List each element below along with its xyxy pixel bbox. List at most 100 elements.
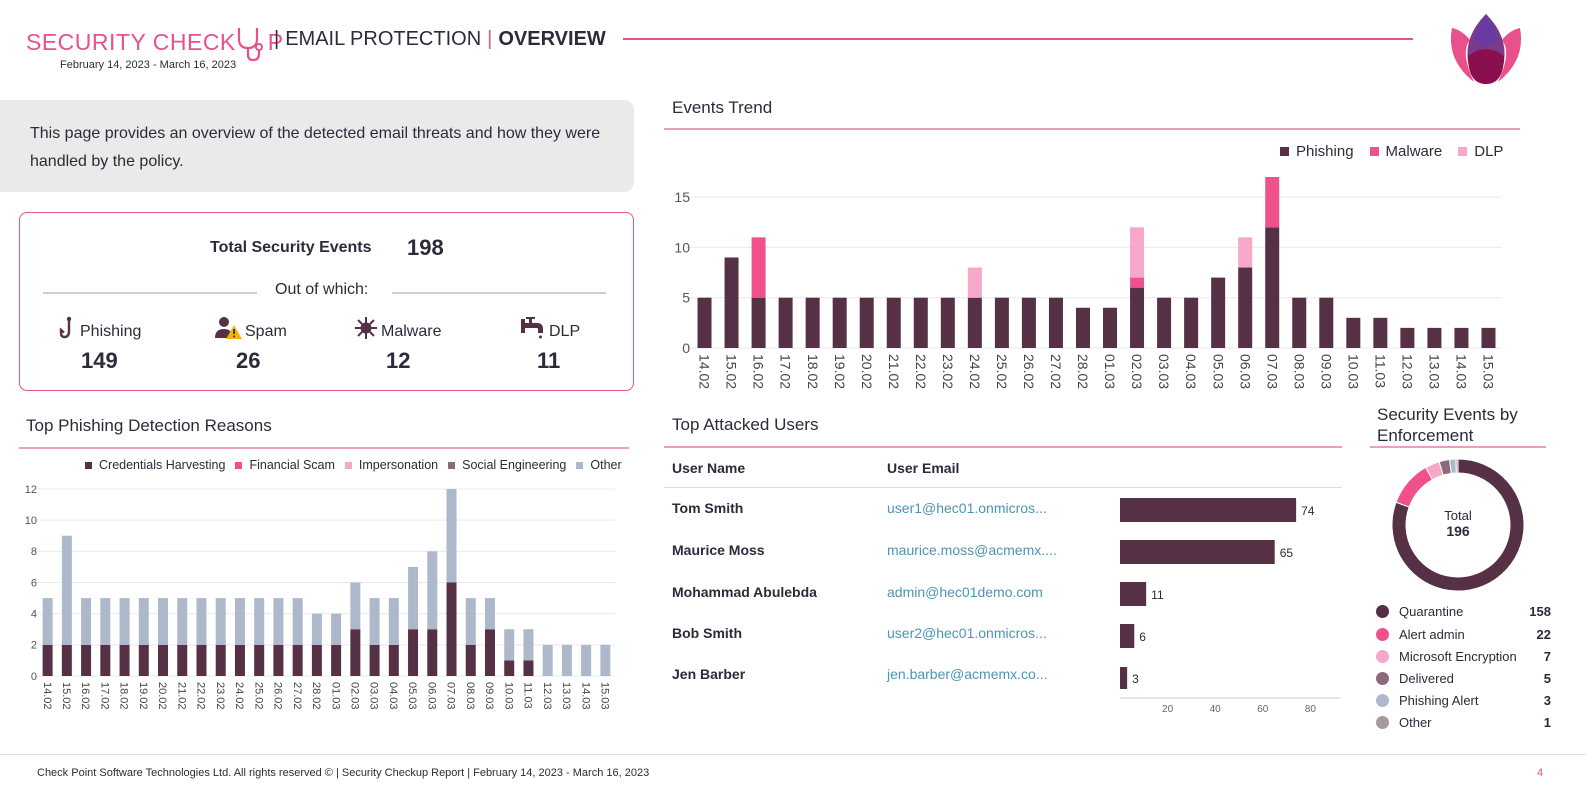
bar-segment bbox=[273, 644, 284, 676]
x-tick-label: 28.02 bbox=[310, 682, 322, 710]
bar-segment bbox=[177, 644, 188, 676]
bar-segment bbox=[388, 644, 399, 676]
brand-title: SECURITY CHECK P bbox=[26, 24, 284, 62]
x-tick-label: 13.03 bbox=[1427, 354, 1443, 389]
y-tick-label: 10 bbox=[674, 239, 690, 255]
total-events-label: Total Security Events bbox=[210, 239, 372, 256]
bar-segment bbox=[504, 660, 515, 676]
x-tick-label: 24.02 bbox=[967, 354, 983, 389]
user-bar bbox=[1120, 540, 1275, 564]
x-tick-label: 15.02 bbox=[724, 354, 740, 389]
table-header-divider bbox=[664, 487, 1342, 488]
bar-segment bbox=[292, 598, 303, 645]
user-email-link[interactable]: user1@hec01.onmicros... bbox=[887, 500, 1047, 516]
user-email-link[interactable]: user2@hec01.onmicros... bbox=[887, 625, 1047, 641]
stat-phishing-label: Phishing bbox=[80, 323, 142, 340]
bar-segment bbox=[581, 644, 592, 676]
user-bar-value: 74 bbox=[1301, 504, 1315, 518]
bar-segment bbox=[138, 598, 149, 645]
bar-segment bbox=[215, 644, 226, 676]
x-tick-label: 14.02 bbox=[41, 682, 53, 710]
stat-dlp-label: DLP bbox=[549, 323, 581, 340]
user-bar bbox=[1120, 667, 1128, 689]
bar-segment bbox=[196, 598, 207, 645]
x-tick-label: 15.03 bbox=[1481, 354, 1497, 389]
x-tick-label: 05.03 bbox=[406, 682, 418, 710]
x-tick-label: 21.02 bbox=[175, 682, 187, 710]
bar-segment bbox=[427, 629, 438, 676]
enforcement-legend-other: Other 1 bbox=[1376, 712, 1551, 732]
bar-segment bbox=[61, 644, 72, 676]
x-tick-label: 01.03 bbox=[329, 682, 341, 710]
x-tick-label: 10.03 bbox=[502, 682, 514, 710]
divider-left bbox=[43, 292, 257, 294]
top-users-divider bbox=[664, 446, 1342, 448]
bar-segment bbox=[350, 629, 361, 676]
bar-segment bbox=[1373, 317, 1388, 348]
bar-segment bbox=[1454, 327, 1469, 348]
total-events-value: 198 bbox=[407, 235, 444, 260]
x-tick-label: 02.03 bbox=[1129, 354, 1145, 389]
user-email-link[interactable]: admin@hec01demo.com bbox=[887, 584, 1043, 600]
user-email-link[interactable]: jen.barber@acmemx.co... bbox=[887, 666, 1048, 682]
x-tick-label: 02.03 bbox=[349, 682, 361, 710]
bar-segment bbox=[100, 644, 111, 676]
legend-item-dlp: DLP bbox=[1458, 143, 1503, 160]
bar-segment bbox=[832, 297, 847, 348]
bar-segment bbox=[967, 297, 982, 348]
events-trend-legend: Phishing Malware DLP bbox=[1280, 143, 1503, 160]
bar-segment bbox=[292, 644, 303, 676]
bar-segment bbox=[42, 644, 53, 676]
bar-segment bbox=[1238, 267, 1253, 348]
stat-phishing-value: 149 bbox=[81, 348, 118, 373]
bar-segment bbox=[967, 267, 982, 298]
bar-segment bbox=[273, 598, 284, 645]
enforcement-legend-quarantine: Quarantine 158 bbox=[1376, 601, 1551, 621]
user-bar-value: 3 bbox=[1132, 672, 1139, 686]
bar-segment bbox=[778, 297, 793, 348]
x-tick-label: 17.02 bbox=[778, 354, 794, 389]
total-security-events-card: Total Security Events 198 Out of which: … bbox=[19, 212, 634, 391]
legend-item-phishing: Phishing bbox=[1280, 143, 1354, 160]
section-title: | EMAIL PROTECTION | OVERVIEW bbox=[274, 28, 606, 50]
bar-segment bbox=[1021, 297, 1036, 348]
x-tick-label: 27.02 bbox=[1048, 354, 1064, 389]
x-tick-label: 04.03 bbox=[1183, 354, 1199, 389]
bar-segment bbox=[1130, 287, 1145, 348]
x-tick-label: 14.03 bbox=[579, 682, 591, 710]
stethoscope-icon bbox=[234, 24, 268, 62]
donut-total-value: 196 bbox=[1446, 523, 1470, 539]
bar-segment bbox=[158, 644, 169, 676]
user-email-link[interactable]: maurice.moss@acmemx.... bbox=[887, 542, 1057, 558]
bar-segment bbox=[408, 566, 419, 630]
bar-segment bbox=[484, 629, 495, 676]
divider-right bbox=[392, 292, 606, 294]
bar-segment bbox=[1427, 327, 1442, 348]
bar-segment bbox=[994, 297, 1009, 348]
events-trend-chart: 0 5 10 15 14.02 15.02 16.02 17.02 18.02 19.02 20.0… bbox=[674, 177, 1502, 389]
page-number: 4 bbox=[1537, 767, 1544, 779]
bar-segment bbox=[751, 297, 766, 348]
stat-spam-label: Spam bbox=[245, 323, 287, 340]
x-tick-label: 17.02 bbox=[98, 682, 110, 710]
enforcement-donut-chart bbox=[1391, 458, 1525, 592]
bar-segment bbox=[234, 644, 245, 676]
page-description: This page provides an overview of the de… bbox=[0, 100, 634, 192]
x-tick-label: 07.03 bbox=[445, 682, 457, 710]
y-tick-label: 0 bbox=[31, 671, 37, 683]
top-users-title: Top Attacked Users bbox=[672, 415, 819, 434]
bar-segment bbox=[465, 598, 476, 645]
bar-segment bbox=[100, 598, 111, 645]
bar-segment bbox=[331, 613, 342, 645]
x-tick-label: 16.02 bbox=[79, 682, 91, 710]
user-name: Mohammad Abulebda bbox=[672, 584, 817, 600]
legend-dot bbox=[1376, 671, 1389, 685]
stat-dlp-value: 11 bbox=[537, 348, 561, 373]
bar-segment bbox=[446, 489, 457, 583]
legend-item-social-engineering: Social Engineering bbox=[448, 458, 566, 472]
bar-segment bbox=[542, 644, 553, 676]
bar-segment bbox=[119, 598, 130, 645]
user-bar bbox=[1120, 498, 1297, 522]
x-tick-label: 22.02 bbox=[913, 354, 929, 389]
bar-segment bbox=[1292, 297, 1307, 348]
